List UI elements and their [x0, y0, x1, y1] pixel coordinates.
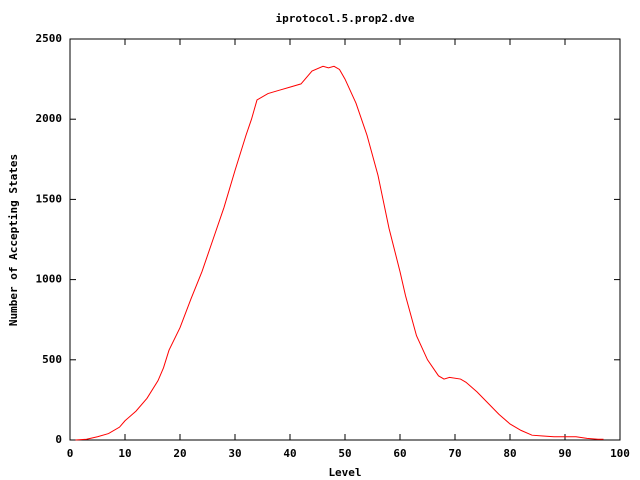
y-tick-label: 1500	[36, 192, 63, 205]
x-tick-label: 60	[393, 447, 406, 460]
x-tick-label: 20	[173, 447, 186, 460]
y-axis-label: Number of Accepting States	[7, 154, 20, 326]
x-tick-label: 0	[67, 447, 74, 460]
x-tick-label: 10	[118, 447, 131, 460]
y-tick-label: 2500	[36, 32, 63, 45]
chart-title: iprotocol.5.prop2.dve	[275, 12, 414, 25]
plot-frame	[69, 38, 621, 441]
y-tick-label: 2000	[36, 112, 63, 125]
x-tick-label: 30	[228, 447, 241, 460]
y-tick-label: 1000	[36, 273, 63, 286]
x-tick-label: 90	[558, 447, 571, 460]
x-tick-label: 70	[448, 447, 461, 460]
y-tick-label: 500	[42, 353, 62, 366]
y-tick-label: 0	[55, 433, 62, 446]
data-line	[75, 65, 604, 441]
x-tick-label: 50	[338, 447, 351, 460]
x-axis-label: Level	[328, 466, 361, 479]
x-tick-label: 100	[610, 447, 630, 460]
x-tick-label: 80	[503, 447, 516, 460]
x-tick-label: 40	[283, 447, 296, 460]
